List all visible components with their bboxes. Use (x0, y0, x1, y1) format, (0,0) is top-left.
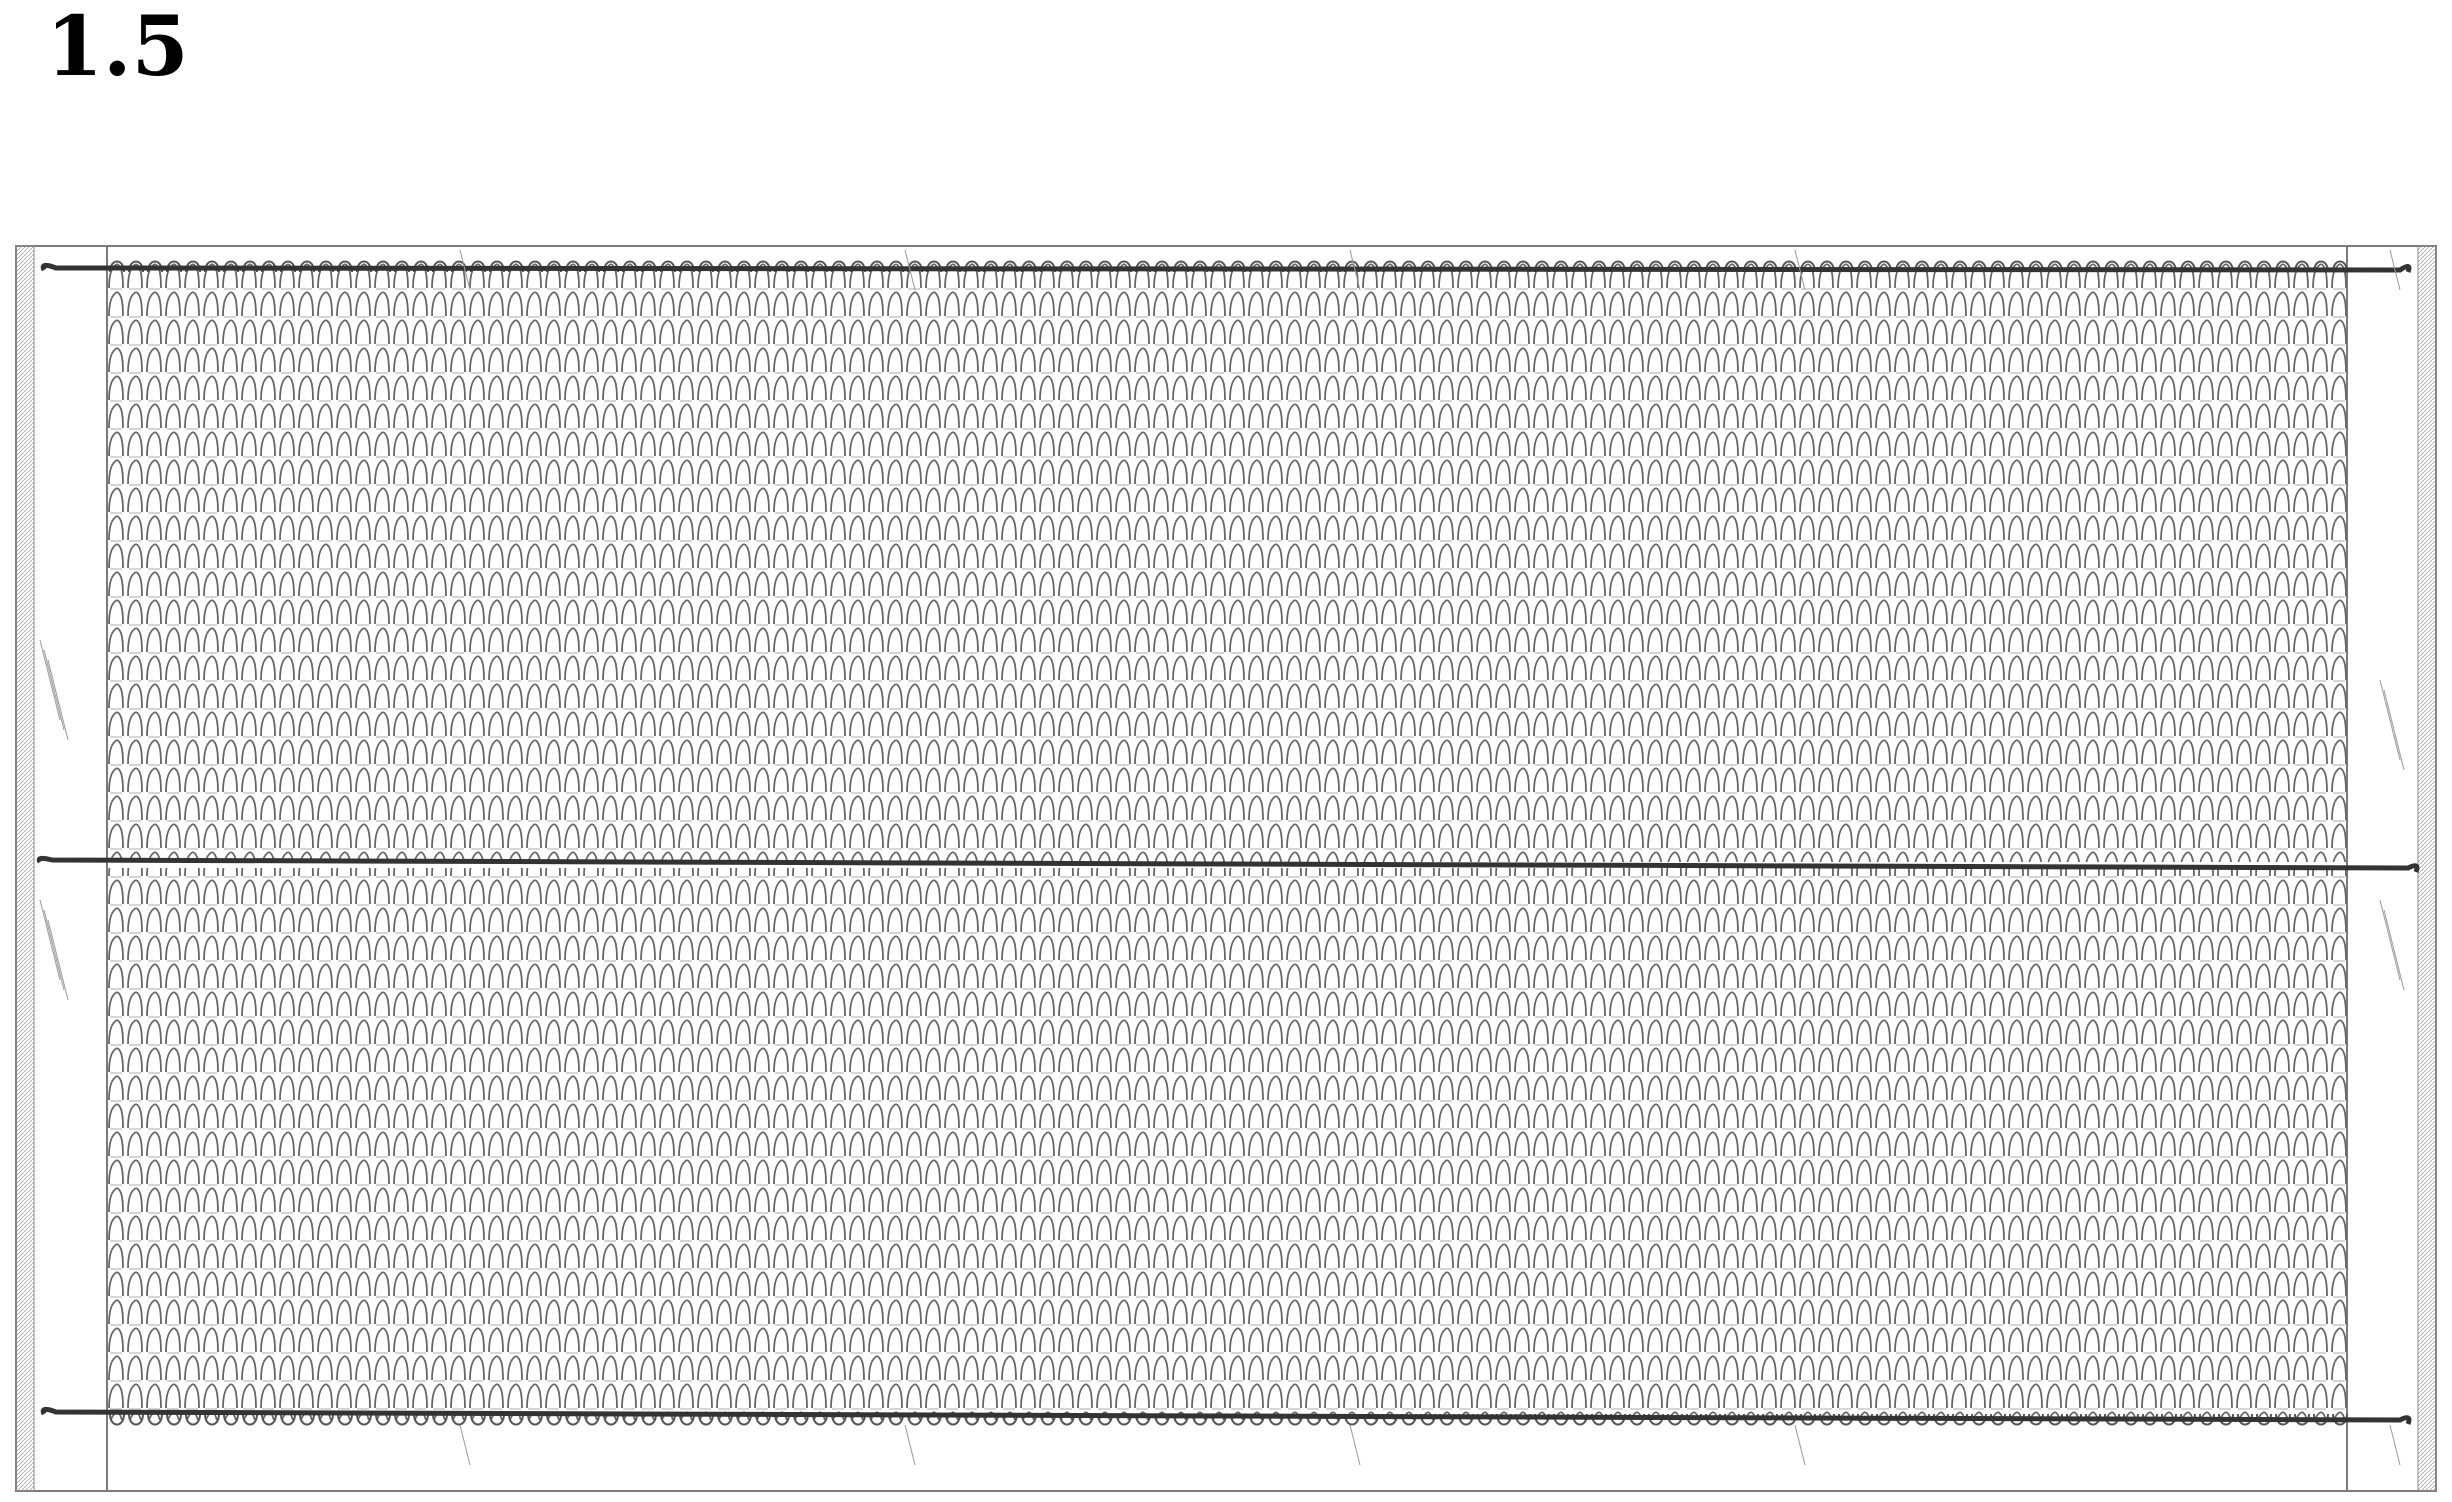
upper-coil-field (107, 262, 2347, 862)
lower-coil-field (107, 868, 2347, 1420)
left-edge-strip (16, 246, 34, 1491)
right-edge-strip (2418, 246, 2436, 1491)
